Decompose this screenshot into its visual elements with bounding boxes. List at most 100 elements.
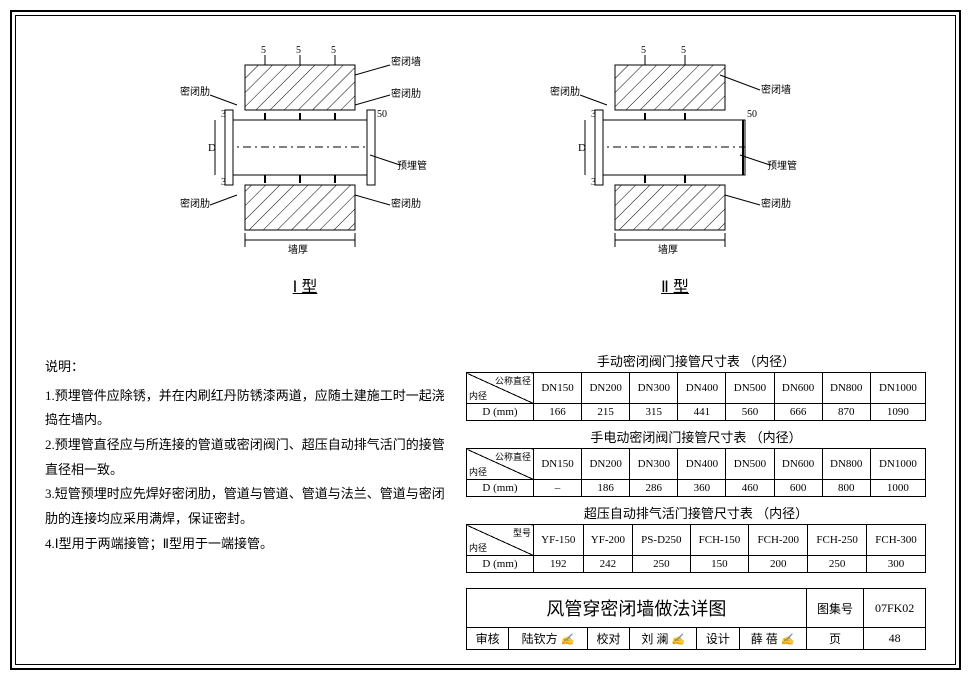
t1-col: DN300 [630, 373, 678, 404]
t1-col: DN200 [582, 373, 630, 404]
t2-val: 286 [630, 480, 678, 497]
tables-block: 手动密闭阀门接管尺寸表 （内径） 公称直径 内径 DN150 DN200 DN3… [466, 345, 926, 573]
t2-col: DN600 [774, 449, 822, 480]
table-3: 型号 内径 YF-150 YF-200 PS-D250 FCH-150 FCH-… [466, 524, 926, 573]
ye-value: 48 [864, 628, 926, 650]
t1-val: 315 [630, 404, 678, 421]
t1-val: 1090 [870, 404, 925, 421]
drawing-title: 风管穿密闭墙做法详图 [467, 589, 807, 628]
table-2-corner: 公称直径 内径 [467, 449, 534, 480]
t3-val: 192 [534, 556, 584, 573]
svg-text:密闭肋: 密闭肋 [761, 197, 791, 210]
svg-text:墙厚: 墙厚 [658, 243, 678, 256]
t2-val: 800 [822, 480, 870, 497]
t2-val: 600 [774, 480, 822, 497]
t1-col: DN1000 [870, 373, 925, 404]
t3-col: FCH-200 [749, 525, 808, 556]
t3-val: 150 [690, 556, 749, 573]
t1-val: 560 [726, 404, 774, 421]
svg-text:密闭墙: 密闭墙 [761, 83, 791, 96]
diagram-type-1: D 5 5 5 50 3 3 墙厚 密闭墙 密闭肋 [175, 35, 435, 297]
svg-text:密闭肋: 密闭肋 [180, 85, 210, 98]
svg-text:密闭肋: 密闭肋 [391, 197, 421, 210]
t3-val: 250 [633, 556, 690, 573]
diagram-1-label: Ⅰ 型 [175, 273, 435, 297]
svg-text:5: 5 [261, 45, 266, 56]
t1-col: DN400 [678, 373, 726, 404]
t3-col: PS-D250 [633, 525, 690, 556]
svg-text:密闭墙: 密闭墙 [391, 55, 421, 68]
diagram-2-label: Ⅱ 型 [545, 273, 805, 297]
svg-text:密闭肋: 密闭肋 [550, 85, 580, 98]
t3-col: YF-200 [583, 525, 633, 556]
note-2: 2.预埋管直径应与所连接的管道或密闭阀门、超压自动排气活门的接管直径相一致。 [45, 433, 445, 482]
svg-text:50: 50 [377, 109, 387, 120]
t2-col: DN1000 [870, 449, 925, 480]
diagram-area: D 5 5 5 50 3 3 墙厚 密闭墙 密闭肋 [175, 35, 826, 315]
t1-col: DN150 [534, 373, 582, 404]
jiaodui-name: 刘 澜 ✍ [630, 628, 697, 650]
note-1: 1.预埋管件应除锈，并在内刷红丹防锈漆两道，应随土建施工时一起浇捣在墙内。 [45, 384, 445, 433]
t2-col: DN500 [726, 449, 774, 480]
t2-val: 1000 [870, 480, 925, 497]
t3-val: 242 [583, 556, 633, 573]
t3-col: YF-150 [534, 525, 584, 556]
title-block: 风管穿密闭墙做法详图 图集号 07FK02 审核 陆钦方 ✍ 校对 刘 澜 ✍ … [466, 588, 926, 650]
note-3: 3.短管预埋时应先焊好密闭肋，管道与管道、管道与法兰、管道与密闭肋的连接均应采用… [45, 482, 445, 531]
t2-col: DN200 [582, 449, 630, 480]
notes-block: 说明： 1.预埋管件应除锈，并在内刷红丹防锈漆两道，应随土建施工时一起浇捣在墙内… [45, 355, 445, 557]
signature-icon: ✍ [561, 634, 575, 646]
svg-text:D: D [208, 142, 216, 154]
page-content: D 5 5 5 50 3 3 墙厚 密闭墙 密闭肋 [25, 25, 946, 655]
svg-text:50: 50 [747, 109, 757, 120]
svg-text:3: 3 [221, 177, 226, 188]
t1-val: 666 [774, 404, 822, 421]
t2-col: DN400 [678, 449, 726, 480]
svg-text:5: 5 [641, 45, 646, 56]
tuji-label: 图集号 [806, 589, 863, 628]
t2-col: DN800 [822, 449, 870, 480]
table-2: 公称直径 内径 DN150 DN200 DN300 DN400 DN500 DN… [466, 448, 926, 497]
t1-val: 870 [822, 404, 870, 421]
svg-text:预埋管: 预埋管 [767, 159, 797, 172]
t2-val: – [534, 480, 582, 497]
t2-val: 460 [726, 480, 774, 497]
ye-label: 页 [806, 628, 863, 650]
table-3-title: 超压自动排气活门接管尺寸表 （内径） [466, 503, 926, 522]
shenhe-label: 审核 [467, 628, 509, 650]
shenhe-name: 陆钦方 ✍ [509, 628, 588, 650]
note-4: 4.Ⅰ型用于两端接管；Ⅱ型用于一端接管。 [45, 532, 445, 557]
t1-val: 215 [582, 404, 630, 421]
svg-text:5: 5 [296, 45, 301, 56]
t3-col: FCH-150 [690, 525, 749, 556]
table-2-title: 手电动密闭阀门接管尺寸表 （内径） [466, 427, 926, 446]
tuji-value: 07FK02 [864, 589, 926, 628]
t1-col: DN800 [822, 373, 870, 404]
notes-title: 说明： [45, 355, 445, 380]
t3-col: FCH-300 [867, 525, 926, 556]
table-1-corner: 公称直径 内径 [467, 373, 534, 404]
t2-col: DN150 [534, 449, 582, 480]
signature-icon: ✍ [671, 634, 685, 646]
sheji-label: 设计 [697, 628, 739, 650]
svg-text:3: 3 [591, 177, 596, 188]
t1-row-label: D (mm) [467, 404, 534, 421]
t3-col: FCH-250 [808, 525, 867, 556]
diagram-type-2: D 5 5 50 3 3 墙厚 密闭墙 密闭肋 密闭肋 预埋管 Ⅱ 型 [545, 35, 805, 297]
table-1: 公称直径 内径 DN150 DN200 DN300 DN400 DN500 DN… [466, 372, 926, 421]
t1-val: 441 [678, 404, 726, 421]
t3-val: 200 [749, 556, 808, 573]
t2-row-label: D (mm) [467, 480, 534, 497]
svg-text:5: 5 [331, 45, 336, 56]
t1-col: DN500 [726, 373, 774, 404]
svg-text:5: 5 [681, 45, 686, 56]
svg-text:预埋管: 预埋管 [397, 159, 427, 172]
table-1-title: 手动密闭阀门接管尺寸表 （内径） [466, 351, 926, 370]
t2-val: 186 [582, 480, 630, 497]
svg-text:密闭肋: 密闭肋 [391, 87, 421, 100]
t1-col: DN600 [774, 373, 822, 404]
svg-text:墙厚: 墙厚 [288, 243, 308, 256]
t3-row-label: D (mm) [467, 556, 534, 573]
signature-icon: ✍ [781, 634, 795, 646]
t2-col: DN300 [630, 449, 678, 480]
